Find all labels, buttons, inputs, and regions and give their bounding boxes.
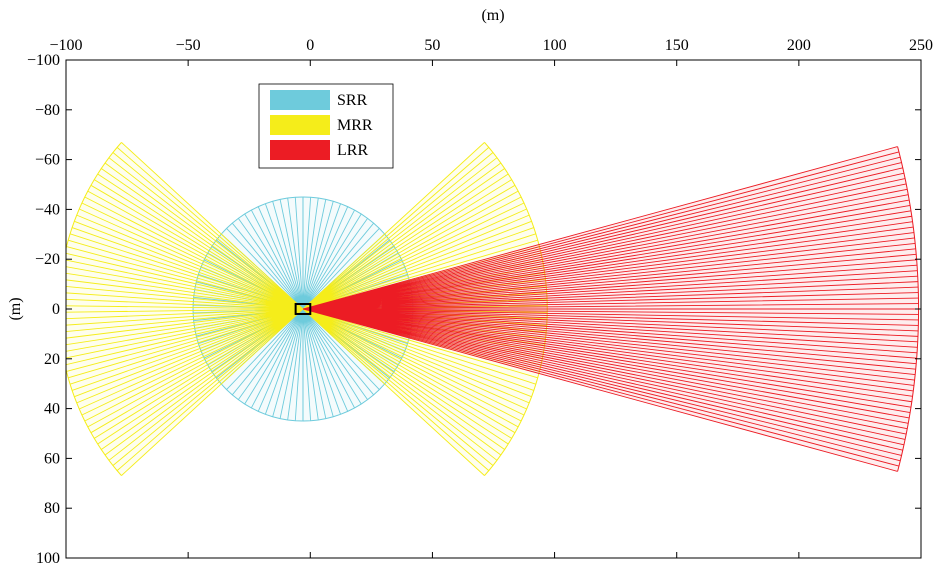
x-tick-label: 0 xyxy=(306,37,314,54)
y-axis-title: (m) xyxy=(7,297,24,320)
legend-swatch-lrr xyxy=(270,140,330,160)
y-tick-label: −60 xyxy=(35,152,60,169)
y-tick-label: −40 xyxy=(35,201,60,218)
x-tick-label: −50 xyxy=(176,37,201,54)
sector-arc-mrr-1 xyxy=(66,142,122,476)
y-tick-label: 100 xyxy=(36,550,60,564)
y-tick-label: 80 xyxy=(44,500,60,517)
legend-label-lrr: LRR xyxy=(337,142,368,159)
legend-label-mrr: MRR xyxy=(337,117,373,134)
sector-fill-srr-1 xyxy=(193,196,303,422)
sector-arc-srr-1 xyxy=(192,196,303,422)
y-tick-label: −100 xyxy=(27,52,60,69)
x-axis-title: (m) xyxy=(481,7,504,24)
x-tick-label: 150 xyxy=(665,37,689,54)
sector-fill-mrr-1 xyxy=(66,142,303,476)
axes: −100 −50 0 50 100 150 200 250 −100 −80 −60 −40 −20 0 2… xyxy=(27,37,933,564)
series-lrr xyxy=(302,146,920,472)
y-tick-label: 20 xyxy=(44,351,60,368)
sector-beams-mrr-1 xyxy=(66,142,304,476)
sector-beams-lrr-0 xyxy=(302,146,919,472)
legend: SRR MRR LRR xyxy=(258,83,394,169)
y-tick-label: 40 xyxy=(44,401,60,418)
x-tick-label: 50 xyxy=(424,37,440,54)
x-tick-label: 250 xyxy=(909,37,933,54)
y-tick-label: 60 xyxy=(44,450,60,467)
y-tick-label: 0 xyxy=(52,301,60,318)
legend-label-srr: SRR xyxy=(337,92,368,109)
y-tick-label: −20 xyxy=(35,251,60,268)
x-tick-label: 100 xyxy=(543,37,567,54)
legend-swatch-srr xyxy=(270,90,330,110)
vehicle-box xyxy=(294,303,312,315)
x-tick-label: −100 xyxy=(49,37,82,54)
plot-area xyxy=(66,142,920,476)
y-tick-label: −80 xyxy=(35,102,60,119)
x-tick-label: 200 xyxy=(787,37,811,54)
legend-swatch-mrr xyxy=(270,115,330,135)
